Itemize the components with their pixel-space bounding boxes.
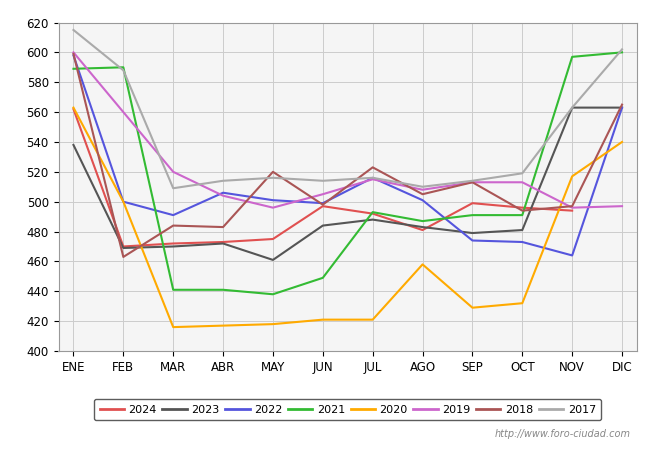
Text: Afiliados en Canena a 30/11/2024: Afiliados en Canena a 30/11/2024	[172, 10, 478, 28]
Legend: 2024, 2023, 2022, 2021, 2020, 2019, 2018, 2017: 2024, 2023, 2022, 2021, 2020, 2019, 2018…	[94, 399, 601, 420]
Text: http://www.foro-ciudad.com: http://www.foro-ciudad.com	[495, 429, 630, 439]
